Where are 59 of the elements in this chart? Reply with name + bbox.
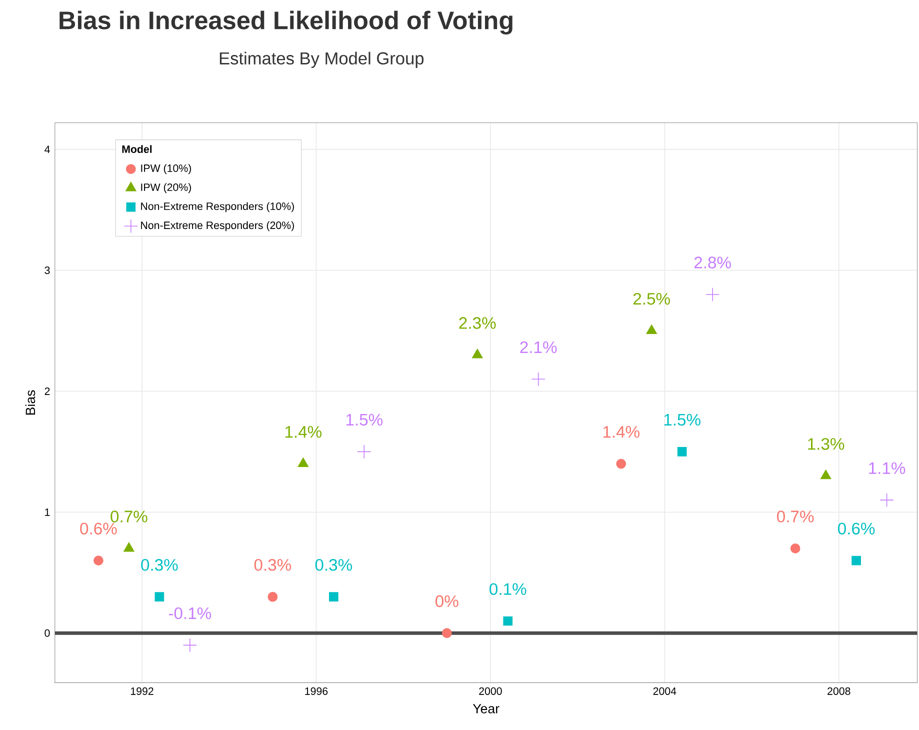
data-label: 0% (436, 595, 458, 608)
point (357, 444, 372, 459)
point (852, 556, 861, 566)
data-label: 1.4% (603, 426, 640, 438)
x-tick-label: 2008 (828, 688, 850, 696)
x-tick-label: 2004 (653, 688, 676, 696)
data-label: 0.6% (80, 522, 117, 535)
data-label: 2.3% (459, 317, 496, 330)
data-label: 1.4% (285, 426, 322, 438)
y-tick-label: 4 (44, 146, 50, 154)
point (298, 458, 309, 468)
data-label: 2.5% (633, 293, 670, 305)
point (677, 447, 687, 457)
data-label: 0.7% (777, 510, 814, 523)
x-tick-label: 1992 (130, 688, 154, 696)
point (706, 288, 720, 302)
x-axis-title: Year (472, 704, 500, 714)
legend-label: Non-Extreme Responders (20%) (141, 221, 294, 232)
point (820, 470, 832, 480)
point (790, 544, 800, 554)
point (268, 592, 278, 602)
data-label: 2.8% (694, 256, 731, 269)
data-label: 0.6% (838, 522, 875, 535)
point (154, 592, 164, 602)
point (442, 628, 452, 638)
data-label: 0.3% (254, 559, 292, 571)
legend-title: Model (122, 145, 152, 154)
point (472, 348, 483, 358)
point (123, 542, 134, 552)
legend-label: IPW (20%) (141, 183, 191, 194)
y-tick-label: 3 (44, 266, 50, 274)
data-label: 1.3% (808, 438, 844, 450)
data-label: 2.1% (520, 342, 557, 354)
point (182, 638, 197, 652)
data-label: -0.1% (168, 608, 212, 620)
point (503, 616, 513, 626)
data-label: 1.5% (664, 414, 700, 426)
point (880, 493, 894, 508)
point (531, 372, 546, 386)
data-label: 0.1% (490, 583, 526, 596)
y-tick-label: 0 (44, 630, 50, 638)
point (328, 592, 338, 602)
data-label: 0.3% (315, 559, 352, 571)
y-tick-label: 2 (44, 388, 50, 396)
point (94, 556, 104, 566)
data-label: 0.3% (141, 559, 178, 571)
point (616, 459, 626, 469)
data-label: 0.7% (110, 510, 148, 523)
x-tick-label: 1996 (305, 688, 328, 696)
point (646, 324, 658, 334)
data-label: 1.5% (346, 414, 382, 426)
chart-title: Bias in Increased Likelihood of Voting (60, 10, 512, 35)
x-tick-label: 2000 (479, 688, 502, 696)
data-label: 1.1% (869, 462, 906, 474)
chart-subtitle: Estimates By Model Group (220, 52, 424, 68)
y-axis-title: Bias (25, 390, 36, 415)
legend-label: IPW (10%) (141, 164, 191, 174)
y-tick-label: 1 (45, 508, 50, 516)
legend-label: Non-Extreme Responders (10%) (141, 202, 294, 212)
